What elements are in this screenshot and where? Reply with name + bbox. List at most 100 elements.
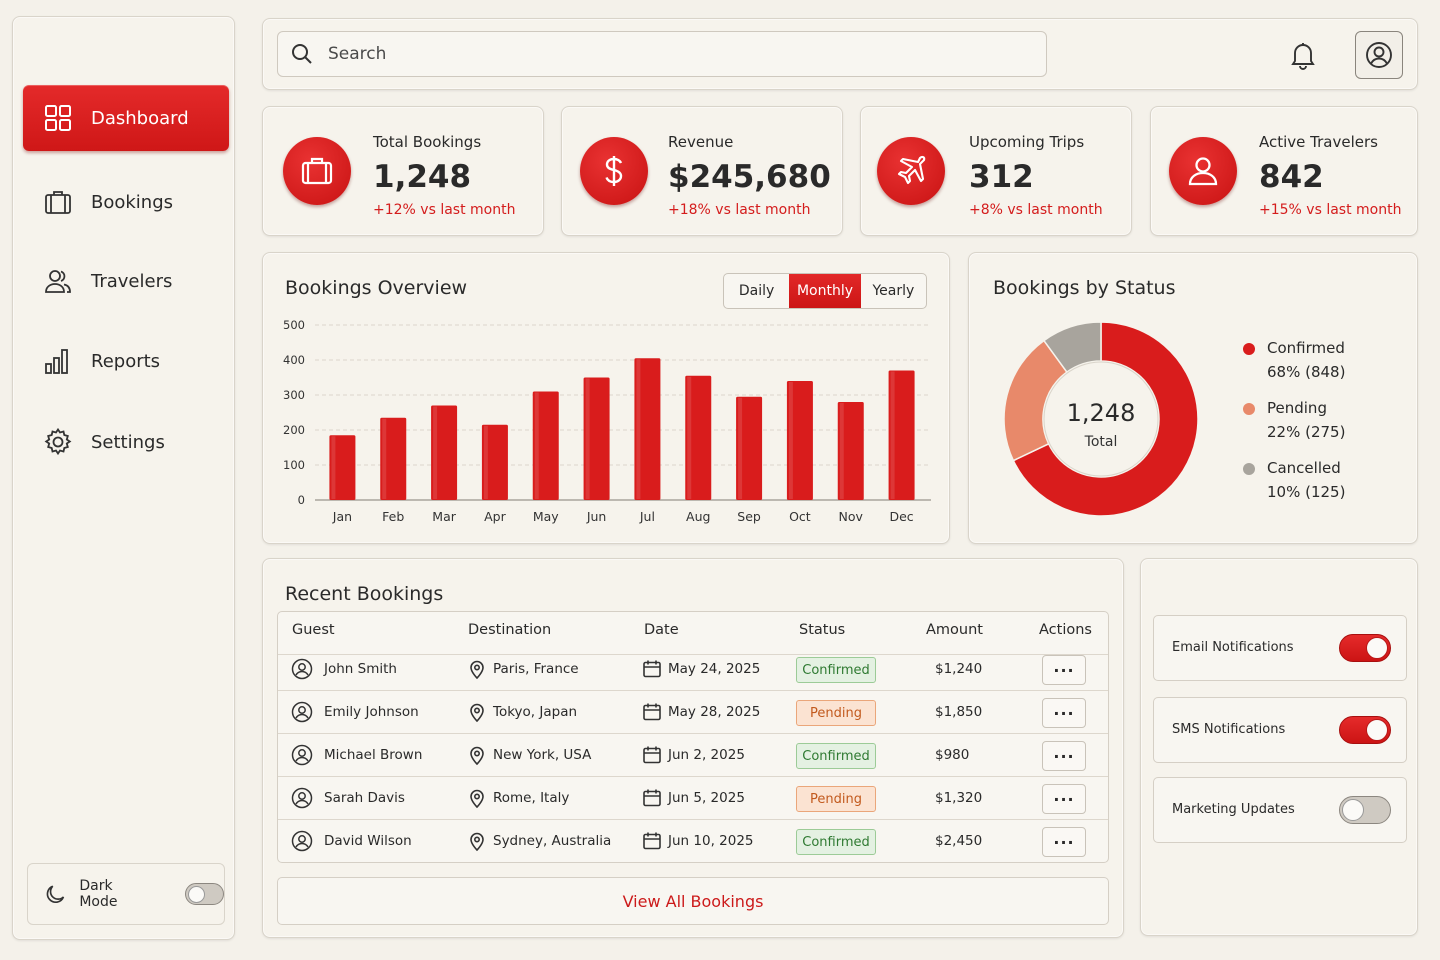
table-row: David Wilson Sydney, Australia Jun 10, 202… bbox=[278, 820, 1108, 863]
more-actions-button[interactable]: ··· bbox=[1042, 655, 1086, 685]
briefcase-icon bbox=[45, 191, 71, 214]
setting-label: SMS Notifications bbox=[1172, 722, 1286, 737]
bar bbox=[583, 377, 610, 500]
toggle-knob bbox=[188, 885, 206, 903]
user-icon bbox=[291, 830, 313, 852]
bookings-bar-chart: 0 100 200 300 400 500 Jan Feb Mar Apr May Jun Jul Aug… bbox=[283, 318, 931, 524]
setting-label: Marketing Updates bbox=[1172, 802, 1295, 817]
calendar-icon bbox=[641, 701, 663, 723]
bar bbox=[685, 375, 712, 500]
more-actions-button[interactable]: ··· bbox=[1042, 827, 1086, 857]
tab-yearly[interactable]: Yearly bbox=[872, 283, 915, 299]
x-tick-label: Jun bbox=[586, 509, 607, 524]
y-tick-label: 0 bbox=[298, 493, 305, 507]
email-notifications-setting: Email Notifications bbox=[1153, 615, 1407, 681]
stat-label: Total Bookings bbox=[373, 133, 482, 151]
sidebar-item-bookings[interactable]: Bookings bbox=[23, 169, 229, 235]
donut-center-label: Total bbox=[1084, 434, 1118, 450]
x-tick-label: Jul bbox=[639, 509, 655, 524]
sidebar-item-label: Settings bbox=[91, 431, 165, 453]
status-badge: Pending bbox=[796, 786, 876, 812]
stat-card-revenue: Revenue $245,680 +18% vs last month bbox=[561, 106, 843, 236]
sidebar-item-label: Reports bbox=[91, 350, 161, 372]
bar-chart-icon bbox=[45, 349, 68, 374]
sidebar-item-reports[interactable]: Reports bbox=[23, 328, 229, 394]
user-circle-icon bbox=[1366, 42, 1392, 68]
more-actions-button[interactable]: ··· bbox=[1042, 698, 1086, 728]
guest-name: Emily Johnson bbox=[324, 704, 419, 720]
view-all-bookings-button[interactable]: View All Bookings bbox=[277, 877, 1109, 925]
y-tick-label: 300 bbox=[283, 388, 305, 402]
more-actions-button[interactable]: ··· bbox=[1042, 741, 1086, 771]
legend-value: 22% (275) bbox=[1267, 423, 1346, 441]
x-tick-label: Sep bbox=[737, 509, 761, 524]
stat-delta: +8% vs last month bbox=[969, 202, 1103, 218]
marketing-updates-setting: Marketing Updates bbox=[1153, 777, 1407, 843]
email-notifications-toggle[interactable] bbox=[1339, 634, 1391, 662]
profile-button[interactable] bbox=[1355, 31, 1403, 79]
amount: $980 bbox=[935, 747, 970, 763]
search-box[interactable] bbox=[277, 31, 1047, 77]
donut-center bbox=[1043, 361, 1159, 477]
bookings-by-status-card: Bookings by Status 1,248 Total Confirmed … bbox=[968, 252, 1418, 544]
tab-daily[interactable]: Daily bbox=[738, 283, 775, 299]
chart-title: Bookings Overview bbox=[285, 277, 468, 299]
tab-monthly[interactable]: Monthly bbox=[789, 274, 861, 308]
legend-value: 10% (125) bbox=[1267, 483, 1346, 501]
top-bar bbox=[262, 18, 1418, 90]
toggle-knob bbox=[1366, 719, 1388, 741]
guest-name: Sarah Davis bbox=[324, 790, 405, 806]
bar bbox=[736, 396, 763, 500]
guest-name: David Wilson bbox=[324, 833, 412, 849]
range-tabs: Daily Monthly Yearly bbox=[723, 273, 927, 309]
x-tick-label: Oct bbox=[789, 509, 811, 524]
bar-highlight bbox=[382, 418, 387, 499]
bar-highlight bbox=[331, 436, 336, 499]
status-badge: Confirmed bbox=[796, 657, 876, 683]
amount: $1,320 bbox=[935, 790, 983, 806]
status-badge: Pending bbox=[796, 700, 876, 726]
bar bbox=[634, 358, 661, 500]
status-donut-chart: 1,248 Total bbox=[1003, 321, 1199, 517]
booking-date: Jun 2, 2025 bbox=[668, 747, 745, 763]
x-tick-label: May bbox=[533, 509, 559, 524]
dark-mode-toggle[interactable] bbox=[185, 883, 224, 905]
location-pin-icon bbox=[466, 787, 488, 809]
bell-icon[interactable] bbox=[1287, 39, 1319, 71]
stat-card-active-travelers: Active Travelers 842 +15% vs last month bbox=[1150, 106, 1418, 236]
search-input[interactable] bbox=[328, 44, 1008, 64]
user-icon bbox=[1188, 157, 1218, 186]
notification-settings-card: Email Notifications SMS Notifications Ma… bbox=[1140, 558, 1418, 936]
sms-notifications-setting: SMS Notifications bbox=[1153, 697, 1407, 763]
bar-highlight bbox=[585, 378, 590, 499]
column-header: Amount bbox=[926, 622, 983, 638]
recent-bookings-card: Recent Bookings Guest Destination Date S… bbox=[262, 558, 1124, 938]
destination: Paris, France bbox=[493, 661, 579, 677]
users-icon bbox=[45, 270, 71, 293]
toggle-knob bbox=[1342, 799, 1364, 821]
column-header: Status bbox=[799, 622, 846, 638]
sidebar-item-dashboard[interactable]: Dashboard bbox=[23, 85, 229, 151]
more-actions-button[interactable]: ··· bbox=[1042, 784, 1086, 814]
x-tick-label: Mar bbox=[432, 509, 456, 524]
sidebar-item-settings[interactable]: Settings bbox=[23, 409, 229, 475]
dark-mode-label: Dark Mode bbox=[79, 878, 118, 910]
stat-icon-badge bbox=[580, 137, 648, 205]
stat-label: Revenue bbox=[668, 133, 734, 151]
sidebar-item-travelers[interactable]: Travelers bbox=[23, 248, 229, 314]
destination: Rome, Italy bbox=[493, 790, 570, 806]
bar-highlight bbox=[534, 392, 539, 499]
column-header: Actions bbox=[1039, 622, 1092, 638]
bar bbox=[329, 435, 356, 500]
bar bbox=[837, 402, 864, 500]
x-tick-label: Feb bbox=[382, 509, 404, 524]
user-icon bbox=[291, 701, 313, 723]
sms-notifications-toggle[interactable] bbox=[1339, 716, 1391, 744]
stat-value: 1,248 bbox=[373, 159, 472, 195]
stat-card-upcoming-trips: Upcoming Trips 312 +8% vs last month bbox=[860, 106, 1132, 236]
calendar-icon bbox=[641, 658, 663, 680]
stat-delta: +18% vs last month bbox=[668, 202, 811, 218]
bar bbox=[380, 417, 407, 500]
bar-highlight bbox=[738, 397, 743, 499]
marketing-updates-toggle[interactable] bbox=[1339, 796, 1391, 824]
